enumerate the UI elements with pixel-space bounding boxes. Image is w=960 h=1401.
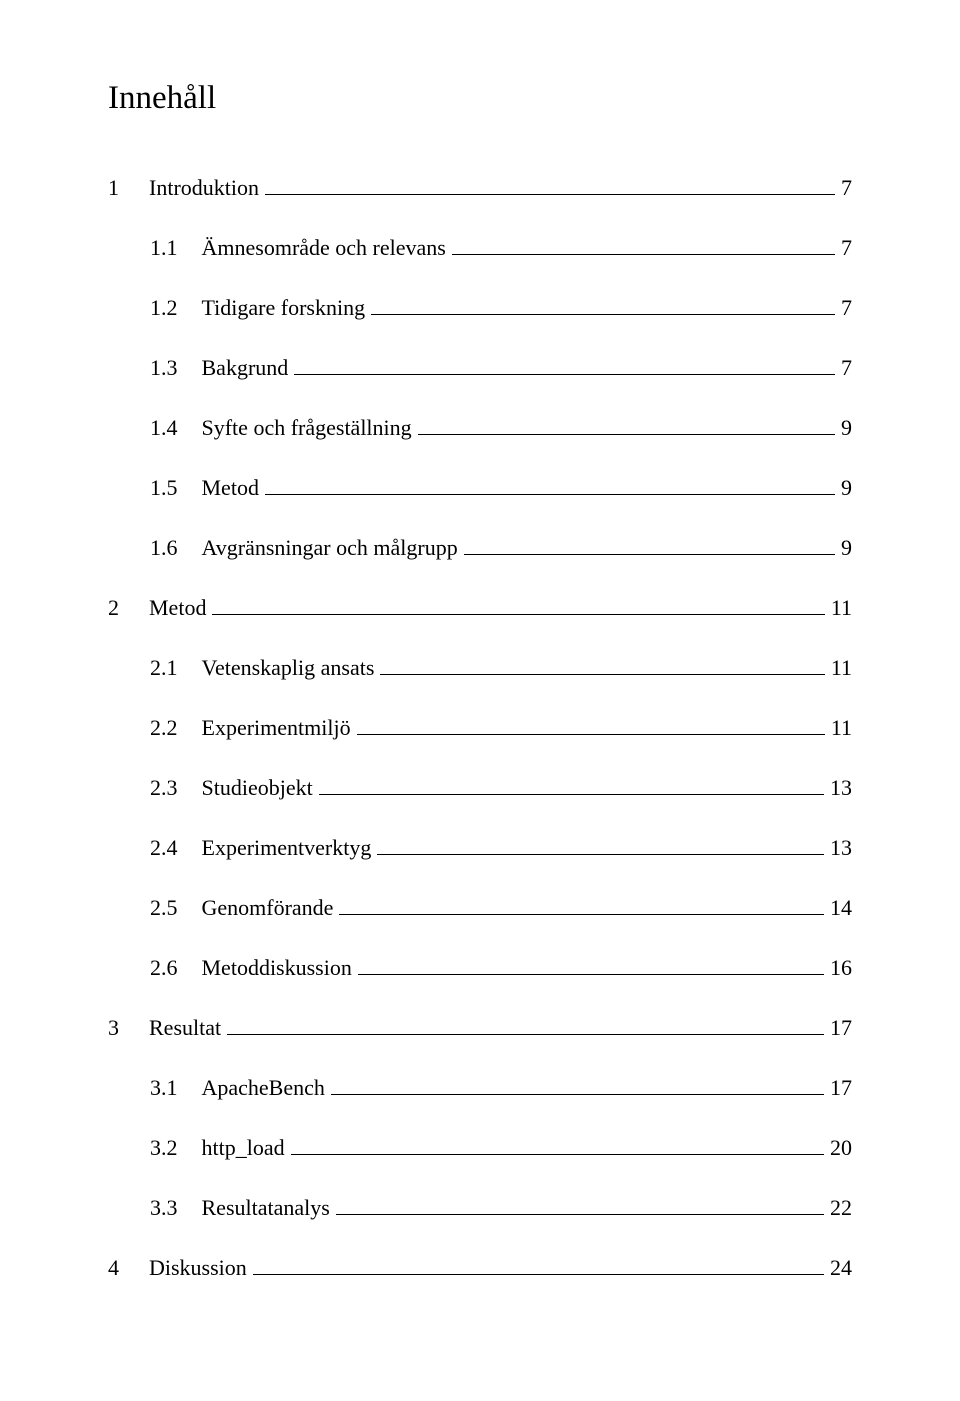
toc-leader-line	[294, 374, 835, 375]
toc-entry: 3.3 Resultatanalys 22	[150, 1195, 852, 1221]
toc-title: Innehåll	[108, 80, 852, 117]
toc-entry-label: Introduktion	[149, 175, 259, 201]
toc-entry-page: 22	[830, 1195, 852, 1221]
toc-entry: 1.4 Syfte och frågeställning 9	[150, 415, 852, 441]
toc-leader-line	[380, 674, 824, 675]
toc-entry-number: 2.3	[150, 775, 178, 801]
toc-entry-label: Syfte och frågeställning	[202, 415, 412, 441]
toc-entry: 1.1 Ämnesområde och relevans 7	[150, 235, 852, 261]
toc-entry-number: 3	[108, 1015, 119, 1041]
toc-entry-page: 17	[830, 1075, 852, 1101]
toc-leader-line	[336, 1214, 824, 1215]
toc-entry-page: 11	[831, 715, 852, 741]
toc-entry-page: 17	[830, 1015, 852, 1041]
toc-entry-label: ApacheBench	[202, 1075, 325, 1101]
toc-entry-page: 11	[831, 595, 852, 621]
toc-leader-line	[253, 1274, 824, 1275]
toc-entry-number: 3.2	[150, 1135, 178, 1161]
toc-entry-label: Studieobjekt	[202, 775, 313, 801]
toc-entry: 3.2 http_load 20	[150, 1135, 852, 1161]
toc-entry-label: Metod	[202, 475, 259, 501]
toc-entry: 1 Introduktion 7	[108, 175, 852, 201]
toc-entry: 2.2 Experimentmiljö 11	[150, 715, 852, 741]
toc-leader-line	[464, 554, 835, 555]
toc-entry-number: 4	[108, 1255, 119, 1281]
toc-entry-number: 1.6	[150, 535, 178, 561]
toc-entry-label: http_load	[202, 1135, 285, 1161]
toc-entry-label: Resultat	[149, 1015, 221, 1041]
toc-entry-page: 20	[830, 1135, 852, 1161]
toc-entry-number: 3.1	[150, 1075, 178, 1101]
toc-leader-line	[452, 254, 835, 255]
toc-leader-line	[291, 1154, 824, 1155]
toc-leader-line	[357, 734, 825, 735]
toc-entry-page: 9	[841, 415, 852, 441]
toc-leader-line	[377, 854, 824, 855]
toc-entry-label: Bakgrund	[202, 355, 289, 381]
toc-entry-page: 14	[830, 895, 852, 921]
toc-entry: 1.3 Bakgrund 7	[150, 355, 852, 381]
toc-entry-number: 2.1	[150, 655, 178, 681]
toc-entry-label: Metoddiskussion	[202, 955, 352, 981]
toc-entry-label: Experimentmiljö	[202, 715, 351, 741]
toc-leader-line	[371, 314, 835, 315]
toc-entry: 2 Metod 11	[108, 595, 852, 621]
toc-entry-number: 1.2	[150, 295, 178, 321]
toc-entry: 3 Resultat 17	[108, 1015, 852, 1041]
toc-entry-number: 1.5	[150, 475, 178, 501]
toc-entry-page: 7	[841, 175, 852, 201]
toc-entry-label: Tidigare forskning	[202, 295, 366, 321]
toc-entry-label: Resultatanalys	[202, 1195, 330, 1221]
toc-entry: 1.2 Tidigare forskning 7	[150, 295, 852, 321]
toc-leader-line	[265, 194, 835, 195]
toc-entry-label: Experimentverktyg	[202, 835, 372, 861]
toc-entry: 2.4 Experimentverktyg 13	[150, 835, 852, 861]
toc-entry-number: 2.4	[150, 835, 178, 861]
toc-leader-line	[418, 434, 835, 435]
toc-leader-line	[331, 1094, 824, 1095]
toc-entry-page: 24	[830, 1255, 852, 1281]
toc-entry: 1.5 Metod 9	[150, 475, 852, 501]
page: Innehåll 1 Introduktion 7 1.1 Ämnesområde oc…	[0, 0, 960, 1401]
toc-entry-number: 1.1	[150, 235, 178, 261]
toc-entry-number: 2.5	[150, 895, 178, 921]
toc-entry-number: 2.6	[150, 955, 178, 981]
toc-entry-page: 16	[830, 955, 852, 981]
toc-entry-label: Vetenskaplig ansats	[202, 655, 375, 681]
toc-entry-page: 11	[831, 655, 852, 681]
toc-entry-number: 2	[108, 595, 119, 621]
toc-entry-page: 7	[841, 355, 852, 381]
toc-entry: 3.1 ApacheBench 17	[150, 1075, 852, 1101]
toc-entry-page: 13	[830, 775, 852, 801]
toc-leader-line	[319, 794, 824, 795]
toc-entry-page: 7	[841, 235, 852, 261]
toc-entry: 2.1 Vetenskaplig ansats 11	[150, 655, 852, 681]
toc-leader-line	[339, 914, 824, 915]
toc-entry-number: 2.2	[150, 715, 178, 741]
toc-entry-label: Ämnesområde och relevans	[202, 235, 446, 261]
toc-entry-number: 1.3	[150, 355, 178, 381]
toc-entry-label: Diskussion	[149, 1255, 247, 1281]
toc-entry-label: Avgränsningar och målgrupp	[202, 535, 458, 561]
toc-entry-page: 13	[830, 835, 852, 861]
toc-entry-number: 1.4	[150, 415, 178, 441]
toc-entry: 2.6 Metoddiskussion 16	[150, 955, 852, 981]
toc-entry: 2.3 Studieobjekt 13	[150, 775, 852, 801]
toc-entry-label: Metod	[149, 595, 206, 621]
toc-entry: 2.5 Genomförande 14	[150, 895, 852, 921]
toc-list: 1 Introduktion 7 1.1 Ämnesområde och relevan…	[108, 175, 852, 1281]
toc-entry-page: 9	[841, 475, 852, 501]
toc-leader-line	[212, 614, 824, 615]
toc-entry-number: 3.3	[150, 1195, 178, 1221]
toc-entry: 1.6 Avgränsningar och målgrupp 9	[150, 535, 852, 561]
toc-entry: 4 Diskussion 24	[108, 1255, 852, 1281]
toc-leader-line	[358, 974, 824, 975]
toc-entry-page: 9	[841, 535, 852, 561]
toc-leader-line	[227, 1034, 824, 1035]
toc-entry-page: 7	[841, 295, 852, 321]
toc-leader-line	[265, 494, 835, 495]
toc-entry-number: 1	[108, 175, 119, 201]
toc-entry-label: Genomförande	[202, 895, 334, 921]
